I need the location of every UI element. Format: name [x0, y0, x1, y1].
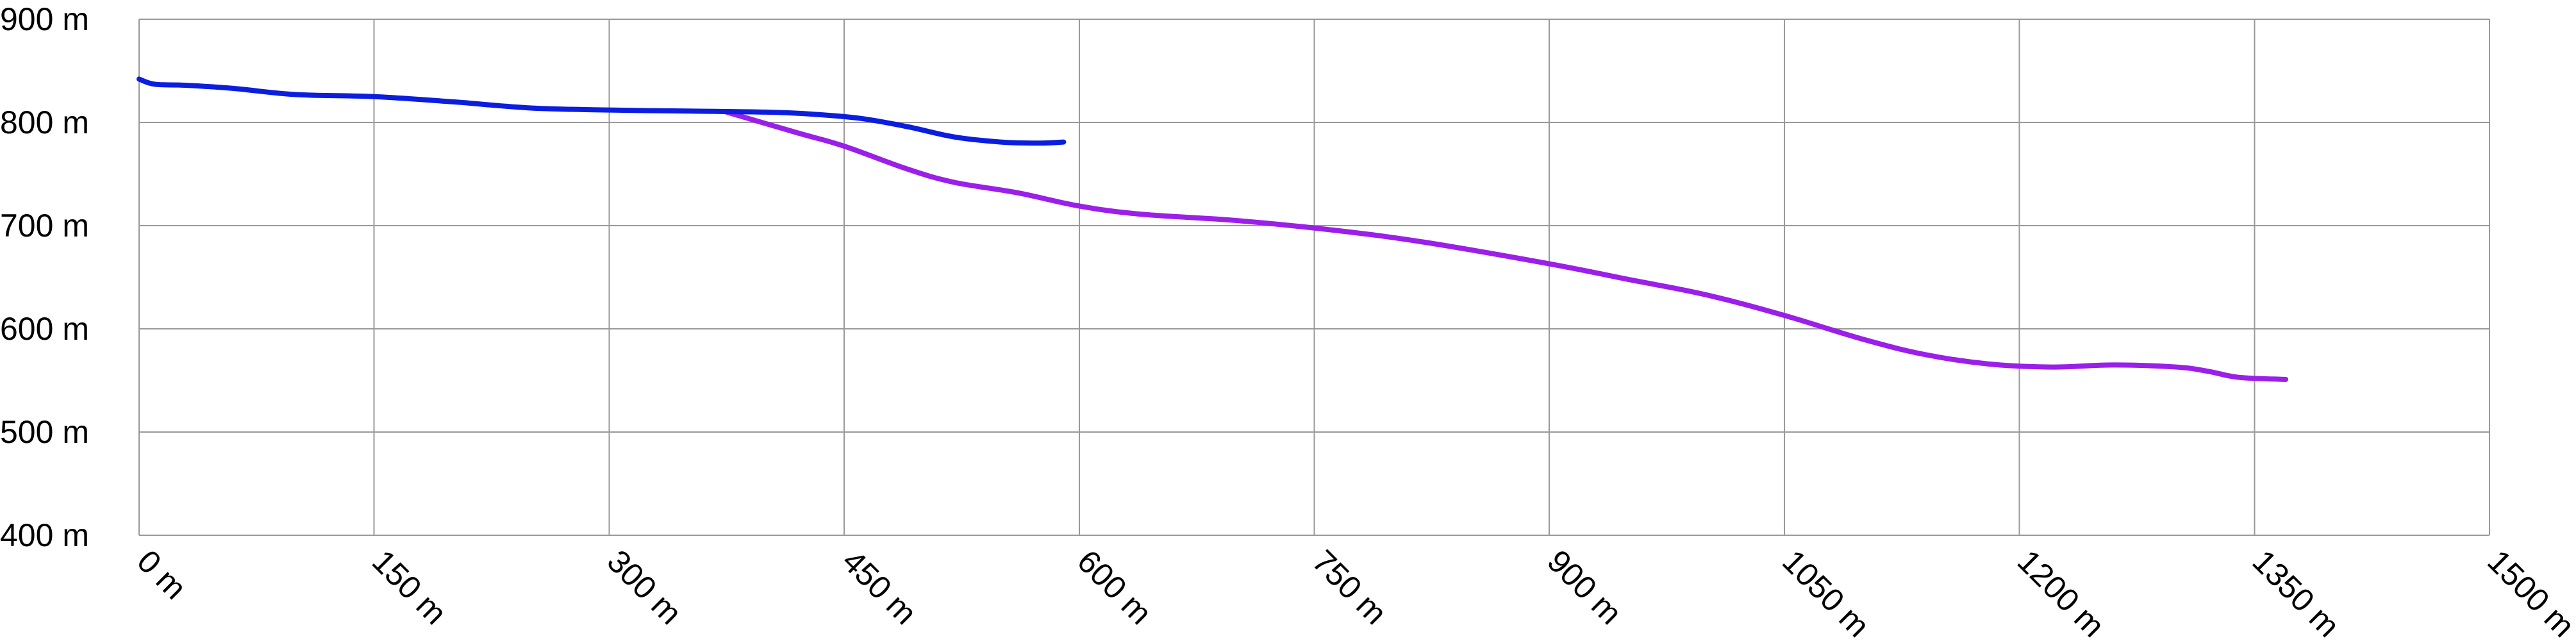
x-tick-label: 1050 m	[1775, 543, 1877, 641]
y-tick-label: 600 m	[0, 311, 89, 347]
y-tick-label: 400 m	[0, 517, 89, 553]
series-layer	[137, 76, 2289, 382]
x-tick-label: 750 m	[1306, 543, 1394, 631]
y-tick-label: 800 m	[0, 104, 89, 140]
x-tick-label: 0 m	[130, 543, 194, 606]
y-tick-label: 500 m	[0, 414, 89, 450]
x-tick-label: 1350 m	[2246, 543, 2347, 641]
x-tick-label: 300 m	[601, 543, 689, 631]
y-tick-label: 700 m	[0, 208, 89, 244]
x-tick-label: 450 m	[835, 543, 924, 631]
x-tick-label: 150 m	[365, 543, 454, 631]
blue-elevation-line	[137, 76, 1067, 146]
x-tick-label: 1500 m	[2480, 543, 2576, 641]
y-tick-label: 900 m	[0, 1, 89, 37]
grid-layer	[138, 19, 2490, 536]
x-tick-label: 600 m	[1070, 543, 1159, 631]
purple-elevation-line	[724, 109, 2289, 382]
x-tick-label: 1200 m	[2011, 543, 2112, 641]
x-tick-label: 900 m	[1540, 543, 1629, 631]
